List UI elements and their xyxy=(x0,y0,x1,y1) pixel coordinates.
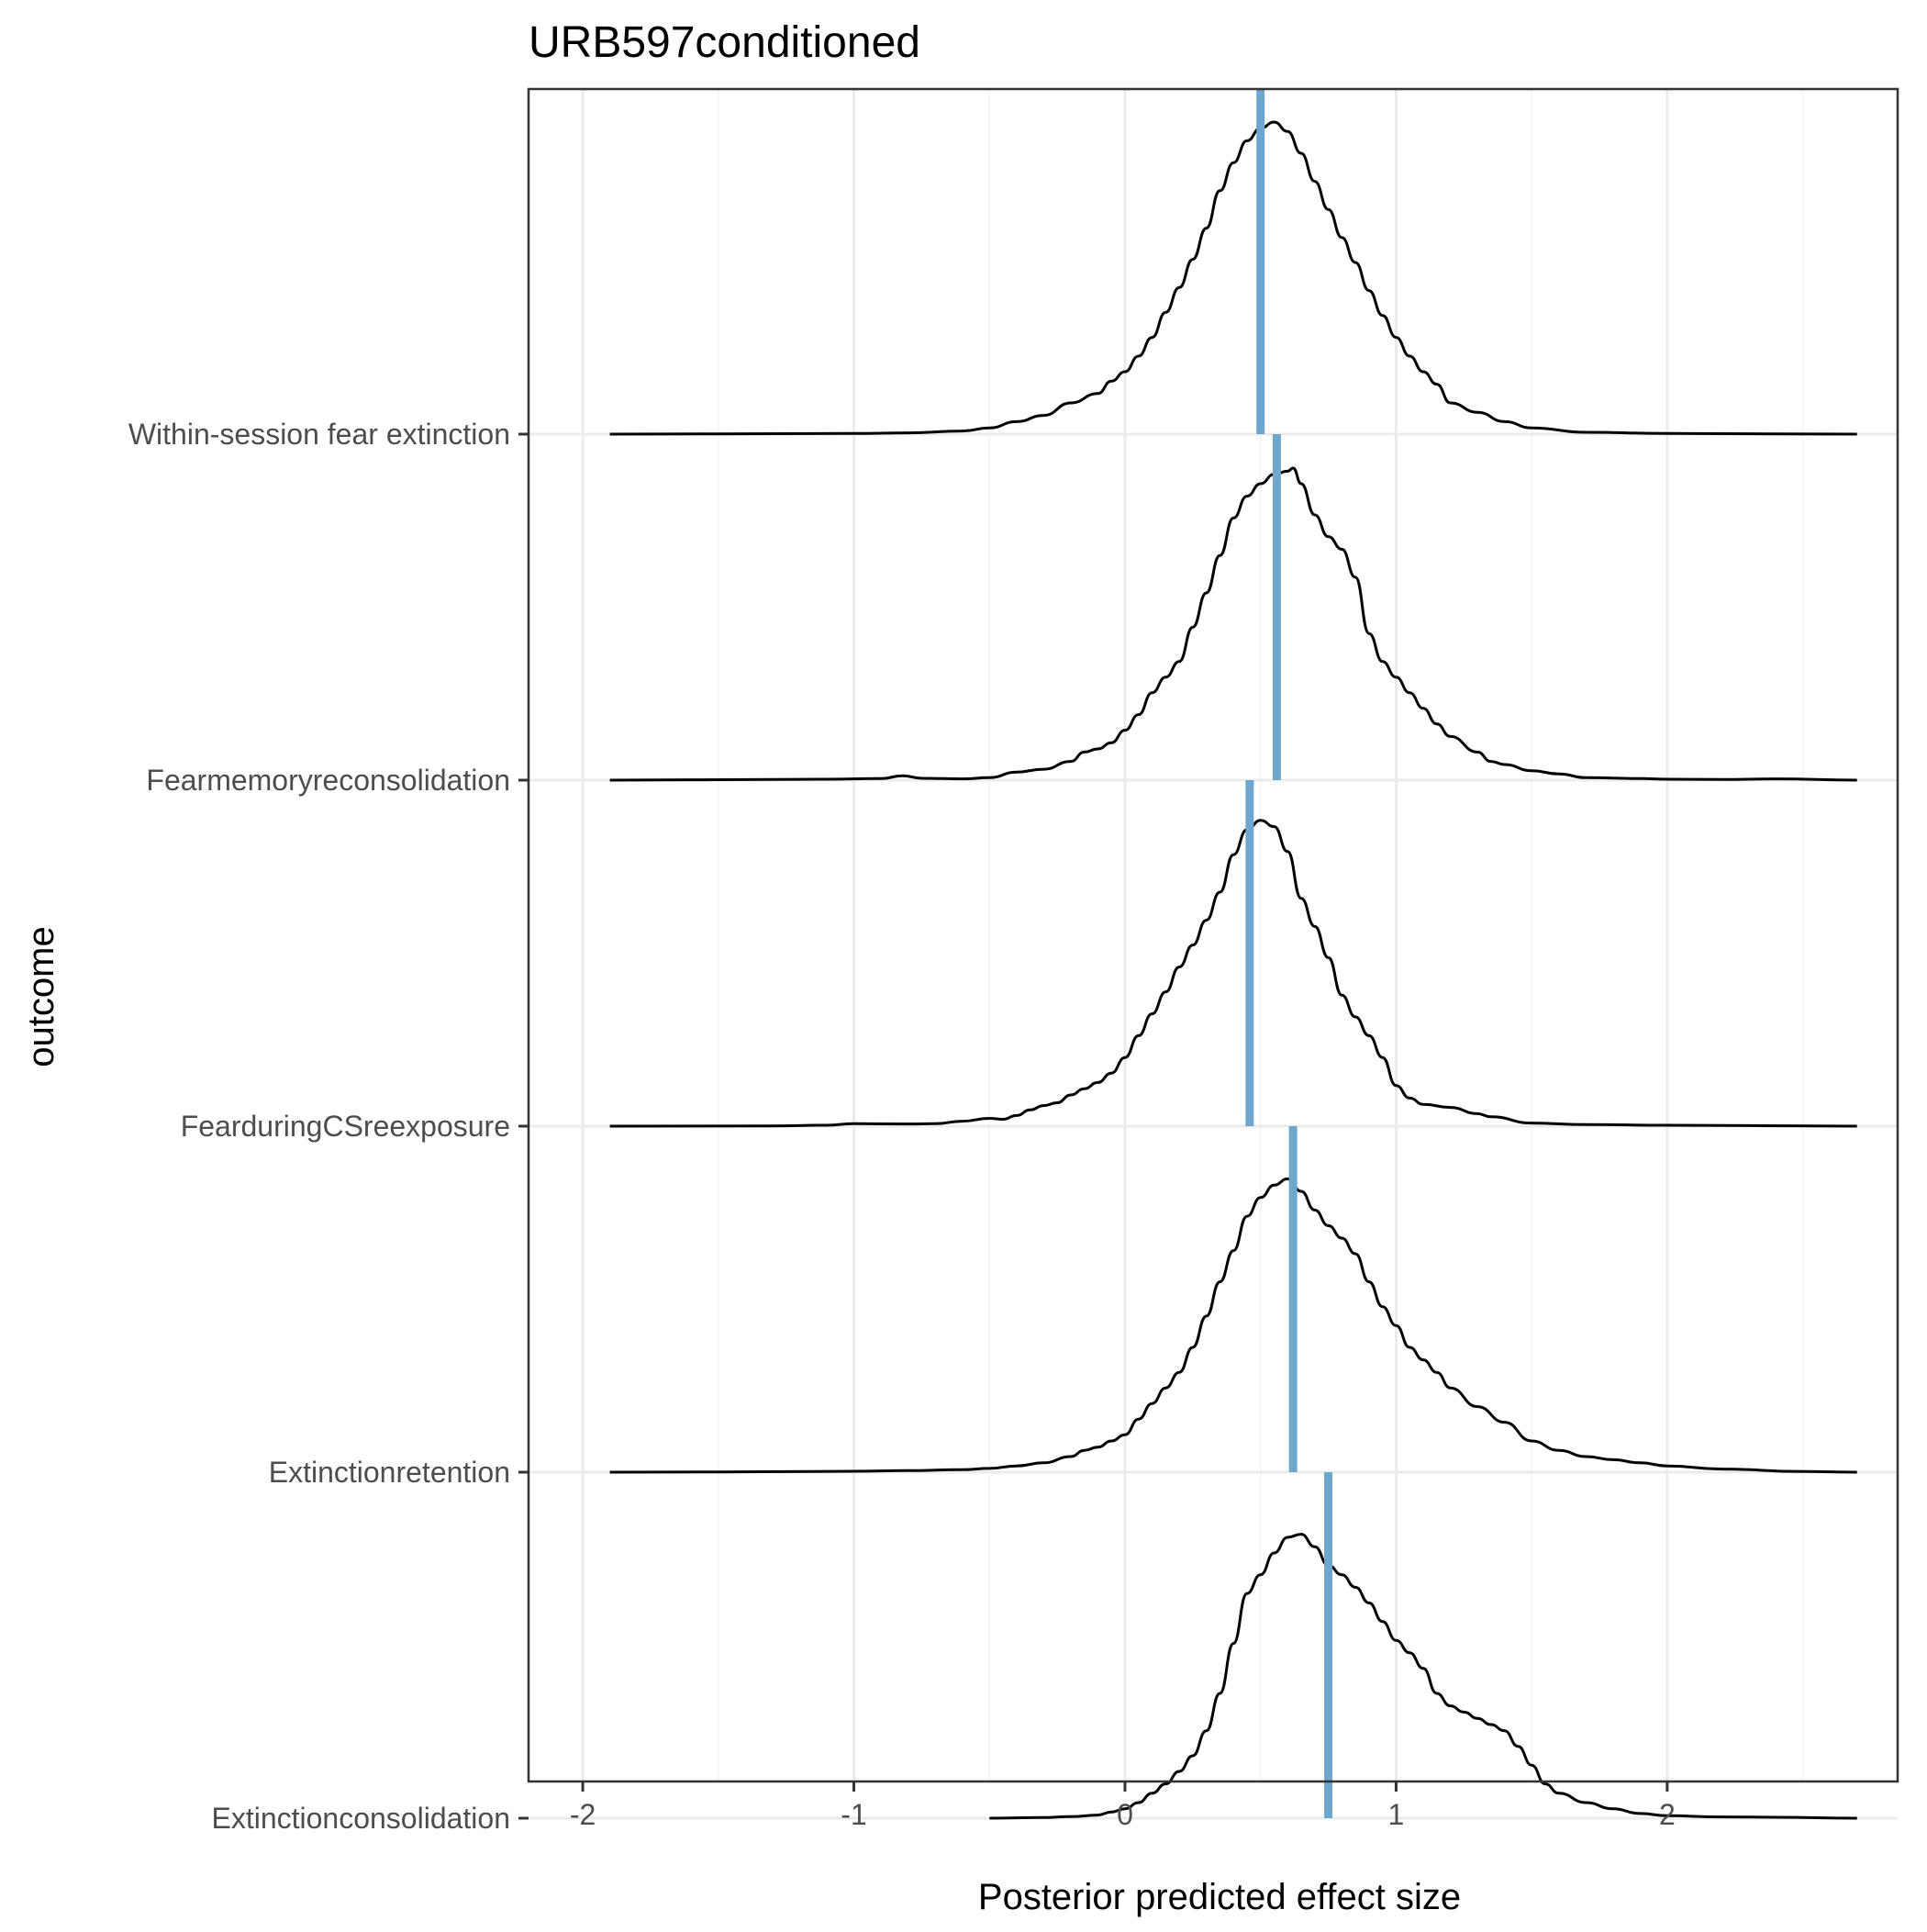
panel-background xyxy=(529,89,1898,1781)
plot-area: Within-session fear extinction Fearmemory… xyxy=(128,87,1899,1835)
x-tick-label: -1 xyxy=(841,1798,866,1831)
x-tick-label: -2 xyxy=(570,1798,596,1831)
y-tick-label: Fearmemoryreconsolidation xyxy=(146,764,510,797)
x-tick-label: 2 xyxy=(1659,1798,1676,1831)
density-curve xyxy=(609,1177,1857,1474)
x-axis-title: Posterior predicted effect size xyxy=(978,1877,1461,1917)
y-tick-label: FearduringCSreexposure xyxy=(181,1110,510,1143)
y-tick-label: Within-session fear extinction xyxy=(128,418,510,451)
y-tick-label: Extinctionconsolidation xyxy=(211,1802,510,1835)
y-tick-label: Extinctionretention xyxy=(269,1456,510,1489)
density-curve xyxy=(989,1533,1857,1820)
x-tick-label: 1 xyxy=(1388,1798,1405,1831)
y-axis-title: outcome xyxy=(21,926,61,1067)
density-curve xyxy=(609,819,1857,1128)
panel-border xyxy=(527,87,1899,1783)
x-tick-label: 0 xyxy=(1117,1798,1133,1831)
chart-title: URB597conditioned xyxy=(529,18,920,67)
